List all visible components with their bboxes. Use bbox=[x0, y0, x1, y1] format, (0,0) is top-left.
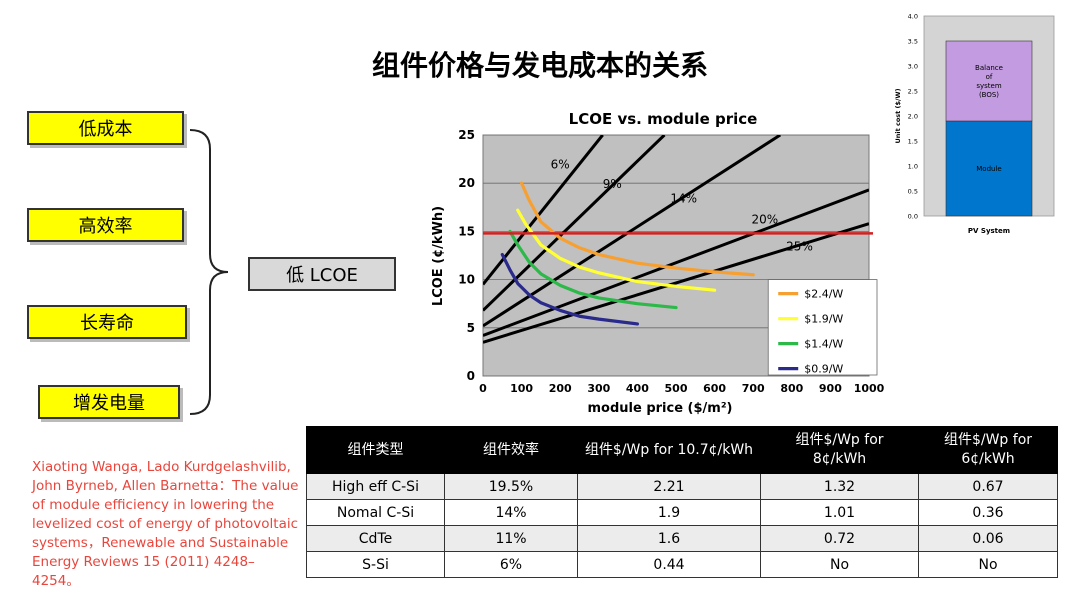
inset-segment-label: Balance bbox=[975, 64, 1003, 72]
table-cell: 0.67 bbox=[918, 473, 1058, 500]
citation: Xiaoting Wanga, Lado Kurdgelashvilib, Jo… bbox=[32, 459, 299, 589]
header-module-type: 组件类型 bbox=[306, 426, 445, 474]
table-cell: Nomal C-Si bbox=[306, 499, 445, 526]
inset-category-label: PV System bbox=[968, 227, 1010, 235]
factor-low-cost: 低成本 bbox=[27, 111, 184, 145]
table-cell: 2.21 bbox=[577, 473, 761, 500]
table-cell: 14% bbox=[444, 499, 578, 526]
inset-bar-segment bbox=[945, 40, 1033, 122]
efficiency-label: 20% bbox=[751, 213, 778, 227]
inset-y-tick-label: 0.0 bbox=[908, 213, 918, 221]
table-cell: 0.72 bbox=[760, 525, 919, 552]
table-cell: No bbox=[760, 551, 919, 578]
inset-y-tick-label: 4.0 bbox=[908, 13, 918, 21]
table-cell: 1.01 bbox=[760, 499, 919, 526]
series-line bbox=[519, 181, 755, 277]
y-axis-label: LCOE (¢/kWh) bbox=[431, 206, 446, 306]
inset-y-tick-label: 3.5 bbox=[908, 38, 918, 46]
inset-bar-segment bbox=[945, 120, 1033, 217]
factor-long-life: 长寿命 bbox=[27, 305, 187, 339]
chart-title: LCOE vs. module price bbox=[569, 110, 758, 128]
x-tick-label: 1000 bbox=[854, 382, 885, 395]
table-header-row: 组件类型 组件效率 组件$/Wp for 10.7¢/kWh 组件$/Wp fo… bbox=[306, 426, 1058, 474]
y-tick-label: 10 bbox=[458, 273, 475, 287]
inset-segment-label: of bbox=[986, 73, 993, 81]
x-tick-label: 800 bbox=[780, 382, 803, 395]
y-tick-label: 0 bbox=[467, 369, 475, 383]
table-cell: 0.06 bbox=[918, 525, 1058, 552]
header-efficiency: 组件效率 bbox=[444, 426, 578, 474]
inset-y-tick-label: 2.0 bbox=[908, 113, 918, 121]
table-cell: 6% bbox=[444, 551, 578, 578]
inset-y-tick-label: 3.0 bbox=[908, 63, 918, 71]
table-cell: 11% bbox=[444, 525, 578, 552]
factor-high-efficiency: 高效率 bbox=[27, 208, 184, 242]
x-tick-label: 900 bbox=[819, 382, 842, 395]
x-tick-label: 400 bbox=[626, 382, 649, 395]
x-tick-label: 100 bbox=[510, 382, 533, 395]
header-price-6: 组件$/Wp for 6¢/kWh bbox=[918, 426, 1058, 474]
inset-segment-label: system bbox=[976, 82, 1001, 90]
header-price-8: 组件$/Wp for 8¢/kWh bbox=[760, 426, 919, 474]
table-row: Nomal C-Si 14% 1.9 1.01 0.36 bbox=[306, 499, 1058, 526]
table-cell: CdTe bbox=[306, 525, 445, 552]
inset-segment-label: (BOS) bbox=[979, 91, 999, 99]
inset-segment-label: Module bbox=[976, 165, 1001, 173]
inset-y-tick-label: 1.0 bbox=[908, 163, 918, 171]
legend-box bbox=[767, 279, 878, 376]
series-line bbox=[516, 208, 717, 292]
factor-more-generation: 增发电量 bbox=[38, 385, 180, 419]
table-row: CdTe 11% 1.6 0.72 0.06 bbox=[306, 525, 1058, 552]
slide-title: 组件价格与发电成本的关系 bbox=[371, 49, 708, 82]
efficiency-label: 25% bbox=[786, 240, 813, 254]
table-cell: 1.9 bbox=[577, 499, 761, 526]
table-cell: 1.32 bbox=[760, 473, 919, 500]
x-tick-label: 600 bbox=[703, 382, 726, 395]
inset-y-tick-label: 1.5 bbox=[908, 138, 918, 146]
table-row: S-Si 6% 0.44 No No bbox=[306, 551, 1058, 578]
x-tick-label: 500 bbox=[665, 382, 688, 395]
x-axis-label: module price ($/m²) bbox=[588, 401, 733, 416]
table-cell: 19.5% bbox=[444, 473, 578, 500]
header-price-10-7: 组件$/Wp for 10.7¢/kWh bbox=[577, 426, 761, 474]
result-low-lcoe: 低 LCOE bbox=[248, 257, 396, 291]
x-tick-label: 700 bbox=[742, 382, 765, 395]
efficiency-line bbox=[483, 135, 666, 312]
table-cell: 0.36 bbox=[918, 499, 1058, 526]
y-tick-label: 25 bbox=[458, 128, 475, 142]
y-tick-label: 5 bbox=[467, 321, 475, 335]
inset-y-tick-label: 2.5 bbox=[908, 88, 918, 96]
x-tick-label: 300 bbox=[587, 382, 610, 395]
efficiency-label: 9% bbox=[603, 177, 622, 191]
legend-label: $0.9/W bbox=[804, 363, 843, 376]
grouping-brace bbox=[189, 129, 229, 415]
table-cell: S-Si bbox=[306, 551, 445, 578]
efficiency-label: 14% bbox=[670, 191, 697, 205]
inset-y-tick-label: 0.5 bbox=[908, 188, 918, 196]
inset-y-axis-label: Unit cost ($/W) bbox=[894, 88, 902, 143]
table-cell: 0.44 bbox=[577, 551, 761, 578]
x-tick-label: 200 bbox=[549, 382, 572, 395]
module-cost-table: 组件类型 组件效率 组件$/Wp for 10.7¢/kWh 组件$/Wp fo… bbox=[306, 426, 1058, 578]
series-line bbox=[500, 252, 639, 326]
lcoe-chart: LCOE vs. module price 6% 9% 14% 20% 25% 0 5 10… bbox=[431, 110, 885, 416]
efficiency-line bbox=[483, 222, 869, 344]
efficiency-line bbox=[483, 188, 869, 337]
table-cell: No bbox=[918, 551, 1058, 578]
y-tick-label: 20 bbox=[458, 176, 475, 190]
table-cell: 1.6 bbox=[577, 525, 761, 552]
legend-label: $1.9/W bbox=[804, 313, 843, 326]
y-tick-label: 15 bbox=[458, 224, 475, 238]
legend-label: $2.4/W bbox=[804, 288, 843, 301]
table-row: High eff C-Si 19.5% 2.21 1.32 0.67 bbox=[306, 473, 1058, 500]
table-cell: High eff C-Si bbox=[306, 473, 445, 500]
legend-label: $1.4/W bbox=[804, 338, 843, 351]
x-tick-label: 0 bbox=[479, 382, 487, 395]
series-line bbox=[508, 229, 678, 310]
efficiency-line bbox=[483, 135, 604, 286]
efficiency-line bbox=[483, 135, 782, 328]
efficiency-label: 6% bbox=[551, 158, 570, 172]
